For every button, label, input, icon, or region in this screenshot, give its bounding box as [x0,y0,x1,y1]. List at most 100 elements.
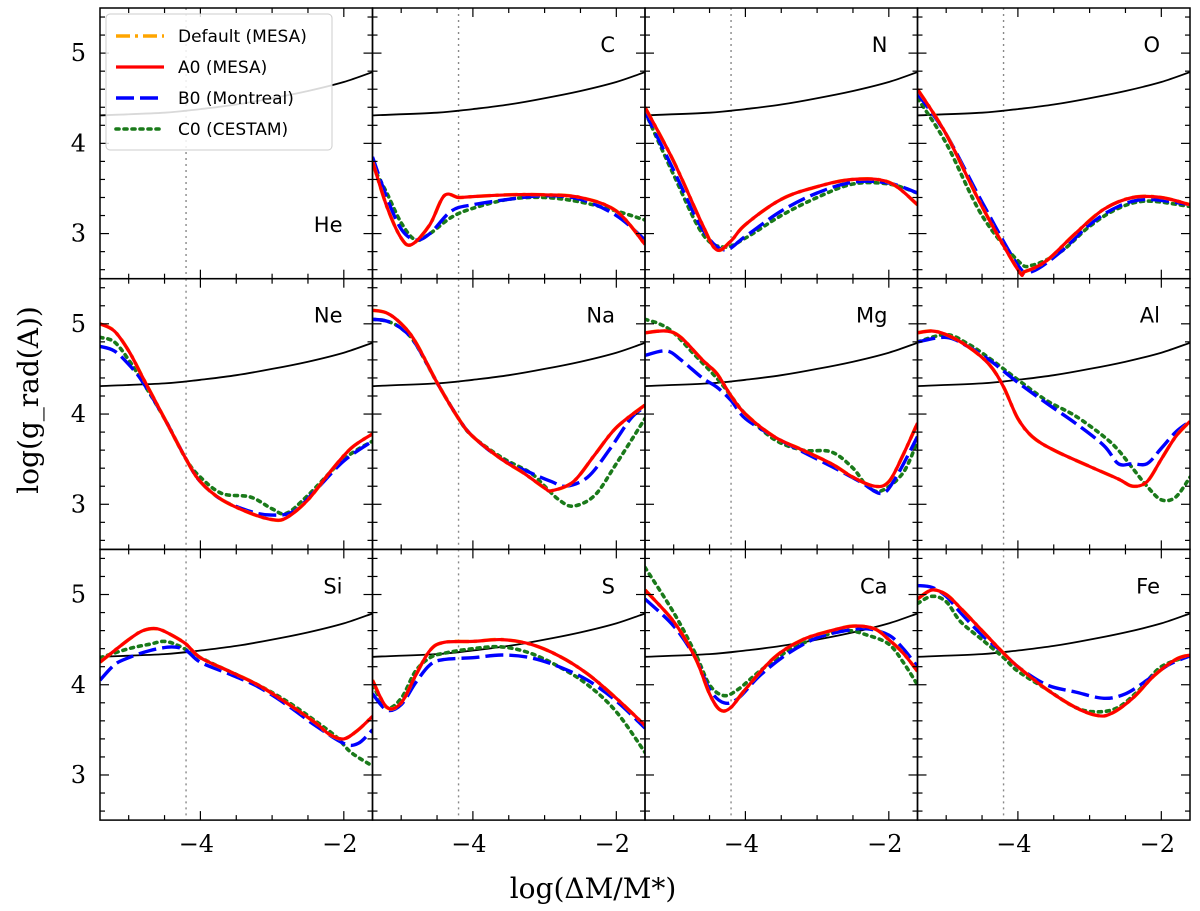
series-line-default-mesa [100,322,373,523]
series-line-c0-cestam [100,639,373,768]
series-line-c0-cestam [372,644,645,755]
legend-label: A0 (MESA) [178,58,267,78]
legend-label: Default (MESA) [178,27,307,47]
reference-line [100,341,373,387]
series-line-a0-mesa [372,308,645,493]
element-label: Al [1140,304,1160,328]
plot-area [372,278,645,550]
series-line-c0-cestam [100,335,373,516]
series-line-c0-cestam [372,164,645,243]
legend-label: B0 (Montreal) [178,89,294,109]
series-line-default-mesa [917,88,1190,278]
series-line-b0-montreal [372,653,645,730]
y-tick-label: 4 [71,400,86,428]
y-tick-label: 4 [71,129,86,157]
series-line-c0-cestam [645,317,918,494]
plot-area [100,549,373,821]
series-line-c0-cestam [917,594,1190,714]
series-line-default-mesa [645,329,918,489]
series-line-a0-mesa [645,329,918,489]
reference-line [917,612,1190,658]
plot-area [917,549,1190,821]
series-line-a0-mesa [372,637,645,727]
plot-area [917,8,1190,279]
x-tick-label: −2 [595,830,630,858]
series-line-b0-montreal [645,349,918,496]
series-line-b0-montreal [917,92,1190,276]
element-label: Ne [314,304,343,328]
series-line-b0-montreal [100,645,373,748]
panel-C: C [371,7,646,280]
element-label: He [314,213,343,237]
element-label: Fe [1136,574,1160,598]
reference-line [917,341,1190,387]
element-label: S [602,574,615,598]
series-line-b0-montreal [372,317,645,489]
series-line-a0-mesa [372,160,645,247]
series-line-a0-mesa [917,588,1190,718]
x-axis-title: log(ΔM/M*) [510,872,677,905]
y-tick-label: 3 [71,761,86,789]
panel-Si: 3 4 5 −4 −2 Si [71,548,374,858]
plot-area [645,278,918,550]
y-tick-label: 3 [71,220,86,248]
reference-line [645,71,918,117]
series-line-a0-mesa [645,106,918,252]
reference-line [100,612,373,658]
series-line-a0-mesa [917,88,1190,278]
x-tick-label: −4 [451,830,486,858]
legend-label: C0 (CESTAM) [178,120,288,140]
panel-Fe: −4 −2 Fe [916,548,1191,858]
element-label: Na [586,304,615,328]
series-line-b0-montreal [645,111,918,252]
element-label: Si [323,574,342,598]
panel-Mg: Mg [644,277,919,551]
series-line-a0-mesa [100,322,373,522]
plot-area [917,278,1190,550]
series-line-a0-mesa [917,329,1190,488]
panel-S: −4 −2 S [371,548,646,858]
x-tick-label: −2 [867,830,902,858]
reference-line [372,71,645,117]
panel-Ca: −4 −2 Ca [644,548,919,858]
plot-area [100,278,373,550]
panel-Al: Al [916,277,1191,551]
reference-line [372,341,645,387]
y-tick-label: 5 [71,310,86,338]
panel-O: O [916,7,1191,280]
legend: Default (MESA) A0 (MESA) B0 (Montreal) C0 (… [105,13,333,151]
series-line-c0-cestam [917,96,1190,269]
element-label: Mg [856,304,887,328]
y-tick-label: 5 [71,39,86,67]
x-tick-label: −4 [724,830,759,858]
x-tick-label: −2 [322,830,357,858]
series-line-a0-mesa [645,588,918,713]
reference-line [372,612,645,658]
plot-area [645,549,918,821]
plot-area [372,549,645,821]
series-line-b0-montreal [372,156,645,242]
series-line-c0-cestam [917,332,1190,503]
reference-line [645,341,918,387]
x-tick-label: −4 [996,830,1031,858]
y-tick-label: 4 [71,671,86,699]
y-axis-title: log(g_rad(A)) [12,306,45,494]
element-label: O [1143,33,1160,57]
series-line-a0-mesa [100,626,373,741]
element-label: N [872,33,888,57]
element-label: C [600,33,615,57]
element-label: Ca [860,574,888,598]
y-tick-label: 5 [71,581,86,609]
x-tick-label: −4 [179,830,214,858]
plot-area [645,8,918,279]
y-tick-label: 3 [71,490,86,518]
panel-Na: Na [371,277,646,551]
reference-line [917,71,1190,117]
series-line-c0-cestam [372,317,645,508]
panel-N: N [644,7,919,280]
x-tick-label: −2 [1140,830,1175,858]
panel-Ne: 3 4 5 Ne [71,277,374,551]
plot-area [372,8,645,279]
